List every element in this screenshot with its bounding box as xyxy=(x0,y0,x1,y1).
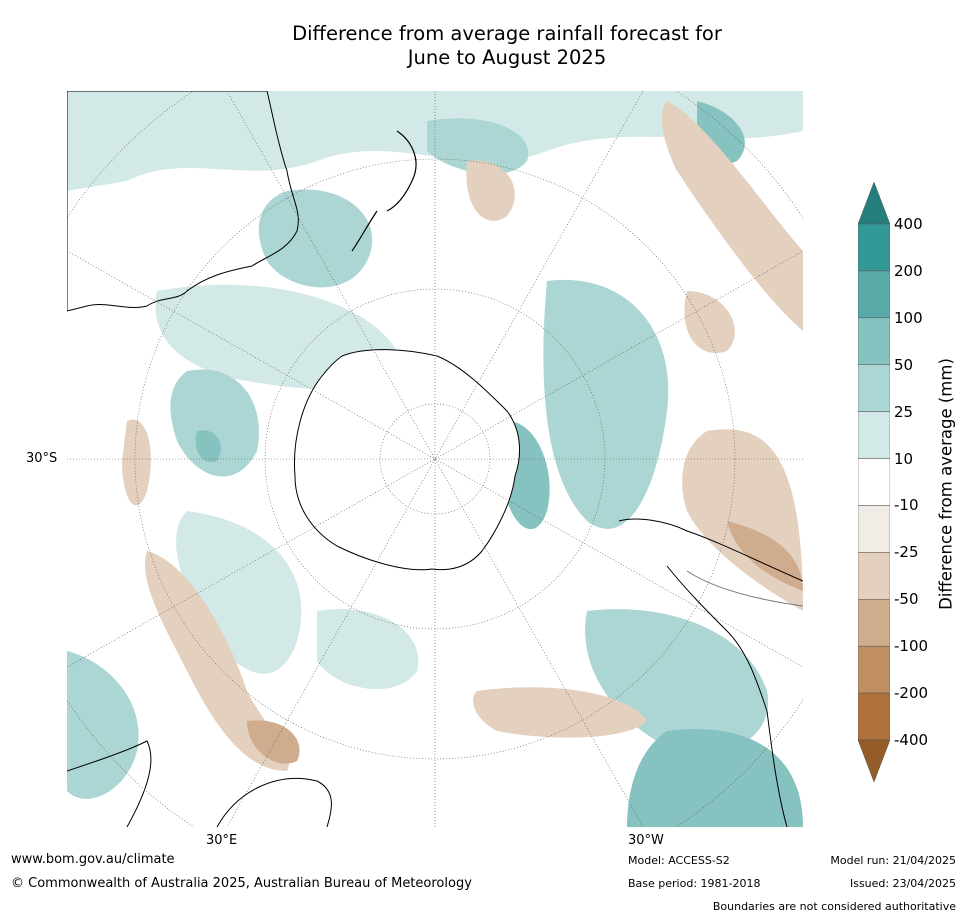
colorbar-tick-label: -50 xyxy=(894,590,919,609)
colorbar-segment xyxy=(858,645,890,694)
wet-region-southeast-pacific xyxy=(543,279,669,529)
dry-region-northeast xyxy=(661,101,803,331)
dry-region-pacific xyxy=(466,160,515,221)
colorbar-segment xyxy=(858,552,890,600)
footer-website: www.bom.gov.au/climate xyxy=(11,852,175,867)
wet-region-south-atlantic xyxy=(627,729,803,827)
colorbar-tick-label: 10 xyxy=(894,449,914,468)
colorbar-segment xyxy=(858,505,890,553)
colorbar-extend-top xyxy=(858,182,890,225)
dry-region-west xyxy=(122,419,151,506)
country-boundary xyxy=(686,570,803,607)
dry-region-east-pacific xyxy=(684,291,735,353)
footer-issued: Issued: 23/04/2025 xyxy=(849,877,956,890)
title-line-1: Difference from average rainfall forecas… xyxy=(292,22,722,45)
colorbar-tick-label: -10 xyxy=(894,496,919,515)
antarctica-coastline xyxy=(294,349,520,571)
colorbar-tick-label: 400 xyxy=(894,215,923,233)
colorbar-tick-label: 50 xyxy=(894,355,914,374)
footer-base-period: Base period: 1981-2018 xyxy=(628,877,761,890)
south-america-coastline xyxy=(618,518,803,827)
colorbar xyxy=(858,182,890,782)
footer-copyright: © Commonwealth of Australia 2025, Austra… xyxy=(11,876,472,891)
lon-label-30w: 30°W xyxy=(628,833,664,848)
colorbar-segment xyxy=(858,270,890,319)
wet-region-southwest xyxy=(176,511,302,674)
wet-region-tasman xyxy=(258,189,373,288)
footer-model: Model: ACCESS-S2 xyxy=(628,854,730,867)
colorbar-tick-label: -200 xyxy=(894,684,929,703)
colorbar-segment xyxy=(858,317,890,365)
wet-anomaly-regions xyxy=(67,91,803,827)
wet-region-south-central xyxy=(317,609,419,690)
wet-region-indian-core xyxy=(195,430,221,462)
colorbar-label: Difference from average (mm) xyxy=(936,358,956,610)
graticule xyxy=(67,91,803,827)
chart-title: Difference from average rainfall forecas… xyxy=(0,22,965,70)
wet-region-africa-south xyxy=(67,651,139,799)
dry-region-southwest-band xyxy=(145,551,289,771)
colorbar-segment xyxy=(858,458,890,506)
colorbar-segment xyxy=(858,411,890,459)
footer-disclaimer: Boundaries are not considered authoritat… xyxy=(712,900,956,913)
lat-label-30s: 30°S xyxy=(26,451,58,466)
map-svg xyxy=(67,91,803,827)
colorbar-segments xyxy=(858,182,890,782)
new-zealand-coastline xyxy=(351,130,417,252)
title-line-2: June to August 2025 xyxy=(407,46,607,69)
lon-label-30e: 30°E xyxy=(206,833,238,848)
colorbar-segment xyxy=(858,692,890,741)
colorbar-tick-label: 25 xyxy=(894,402,914,421)
africa-coastline xyxy=(67,740,332,827)
colorbar-tick-label: -100 xyxy=(894,637,929,656)
colorbar-tick-label: -25 xyxy=(894,543,919,562)
colorbar-tick-label: -400 xyxy=(894,731,929,749)
dry-region-southwest-core xyxy=(247,720,300,764)
polar-map xyxy=(67,91,803,827)
colorbar-segment xyxy=(858,223,890,272)
colorbar-extend-bottom xyxy=(858,739,890,782)
colorbar-segment xyxy=(858,599,890,647)
dry-region-south xyxy=(473,687,647,738)
colorbar-segment xyxy=(858,364,890,412)
footer-model-run: Model run: 21/04/2025 xyxy=(830,854,956,867)
wet-region-indian xyxy=(170,369,259,477)
dry-region-chile xyxy=(727,521,803,591)
wet-region-pacific-north xyxy=(427,118,529,175)
colorbar-tick-label: 100 xyxy=(894,308,923,327)
colorbar-tick-label: 200 xyxy=(894,261,923,280)
australia-coastline xyxy=(67,91,299,312)
